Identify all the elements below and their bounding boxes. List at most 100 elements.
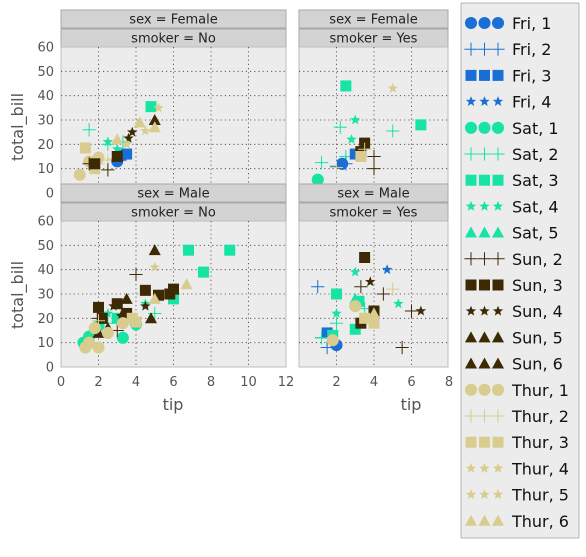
data-point: [180, 278, 193, 290]
y-tick-label: 30: [37, 288, 54, 303]
data-point: [127, 126, 138, 137]
data-point: [79, 142, 91, 154]
legend-item: Thur, 4: [465, 459, 569, 478]
data-point: [329, 316, 344, 330]
data-point: [121, 148, 133, 160]
facet-strip-sex-label: sex = Male: [337, 187, 409, 202]
y-axis-label-bottom: total_bill: [8, 261, 28, 329]
data-point: [314, 331, 329, 345]
legend-marker: [464, 409, 478, 423]
data-point: [148, 113, 161, 125]
data-point: [123, 132, 134, 143]
data-point: [108, 300, 119, 311]
data-point: [326, 334, 339, 347]
legend-item: Thur, 2: [464, 407, 569, 426]
facet-strip-smoker-label: smoker = No: [131, 32, 216, 47]
legend-marker: [491, 252, 505, 266]
data-point: [367, 162, 381, 176]
legend-label: Thur, 1: [511, 381, 569, 400]
legend-item: Sat, 5: [464, 224, 559, 243]
legend-label: Thur, 4: [511, 459, 569, 478]
legend-marker: [464, 383, 478, 396]
legend-label: Sat, 4: [512, 197, 559, 216]
legend-marker: [478, 383, 491, 396]
legend-marker: [465, 305, 477, 316]
y-tick-label: 20: [37, 138, 54, 153]
x-tick-label: 2: [332, 375, 340, 390]
data-point: [359, 312, 371, 324]
legend-marker: [478, 16, 491, 30]
y-tick-label: 20: [37, 312, 54, 327]
legend-marker: [477, 147, 492, 161]
x-tick-label: 12: [278, 375, 295, 390]
legend-marker: [478, 121, 491, 134]
legend-marker: [465, 462, 477, 473]
legend-marker: [465, 69, 477, 81]
legend-marker: [492, 200, 504, 211]
legend-marker: [479, 436, 490, 448]
data-point: [183, 244, 194, 256]
facet-panel: sex = Female smoker = No 0 10 20 30 40 50 60: [37, 9, 287, 202]
legend-label: Sat, 5: [512, 224, 559, 243]
legend-marker: [464, 357, 478, 369]
plot-area: [298, 220, 449, 368]
data-point: [153, 102, 164, 113]
legend-item: Sun, 5: [464, 328, 563, 347]
data-points: [73, 101, 164, 181]
y-tick-label: 50: [37, 65, 54, 80]
data-point: [153, 289, 164, 301]
y-tick-label: 0: [46, 361, 54, 376]
legend-label: Fri, 3: [512, 66, 551, 85]
data-point: [133, 116, 146, 128]
legend-label: Fri, 2: [512, 40, 551, 59]
legend-marker: [464, 16, 478, 30]
legend-marker: [478, 331, 491, 343]
x-tick-label: 0: [57, 375, 65, 390]
legend-marker: [479, 200, 490, 211]
legend-item: Sun, 2: [464, 250, 563, 269]
data-point: [144, 312, 158, 324]
legend-marker: [465, 436, 477, 448]
data-point: [93, 301, 104, 313]
y-tick-label: 50: [37, 239, 54, 254]
legend: Fri, 1 Fri, 2 Fri, 3 Fri, 4 Sat, 1 Sat, 2 Sat,…: [460, 2, 580, 539]
data-point: [130, 316, 142, 328]
data-point: [121, 307, 133, 319]
data-point: [111, 312, 123, 324]
legend-marker: [464, 514, 478, 526]
legend-marker: [491, 147, 505, 161]
data-point: [116, 331, 129, 344]
legend-item: Sat, 1: [464, 119, 559, 138]
data-point: [140, 125, 151, 136]
y-tick-label: 40: [37, 89, 54, 104]
data-point: [91, 314, 106, 328]
x-tick-label: 6: [407, 375, 415, 390]
data-point: [336, 157, 349, 170]
y-tick-label: 60: [37, 41, 54, 56]
data-point: [333, 120, 347, 134]
legend-label: Thur, 2: [511, 407, 569, 426]
data-point: [148, 292, 161, 304]
legend-label: Thur, 6: [511, 512, 569, 531]
data-point: [386, 124, 400, 138]
legend-item: Sun, 4: [465, 302, 563, 321]
y-tick-label: 30: [37, 114, 54, 129]
legend-marker: [477, 409, 492, 423]
y-tick-label: 40: [37, 263, 54, 278]
data-point: [350, 266, 361, 277]
data-point: [148, 244, 161, 256]
data-point: [331, 308, 342, 318]
data-point: [112, 143, 123, 154]
data-point: [140, 300, 151, 311]
data-point: [415, 119, 427, 131]
legend-marker: [492, 436, 504, 448]
data-point: [164, 288, 176, 300]
data-point: [148, 121, 161, 133]
facet-strip-sex: [60, 9, 287, 29]
legend-marker: [491, 121, 505, 134]
data-point: [349, 300, 362, 313]
data-point: [354, 280, 368, 294]
x-axis-label-right: tip: [401, 395, 422, 414]
legend-item: Thur, 3: [465, 433, 569, 452]
